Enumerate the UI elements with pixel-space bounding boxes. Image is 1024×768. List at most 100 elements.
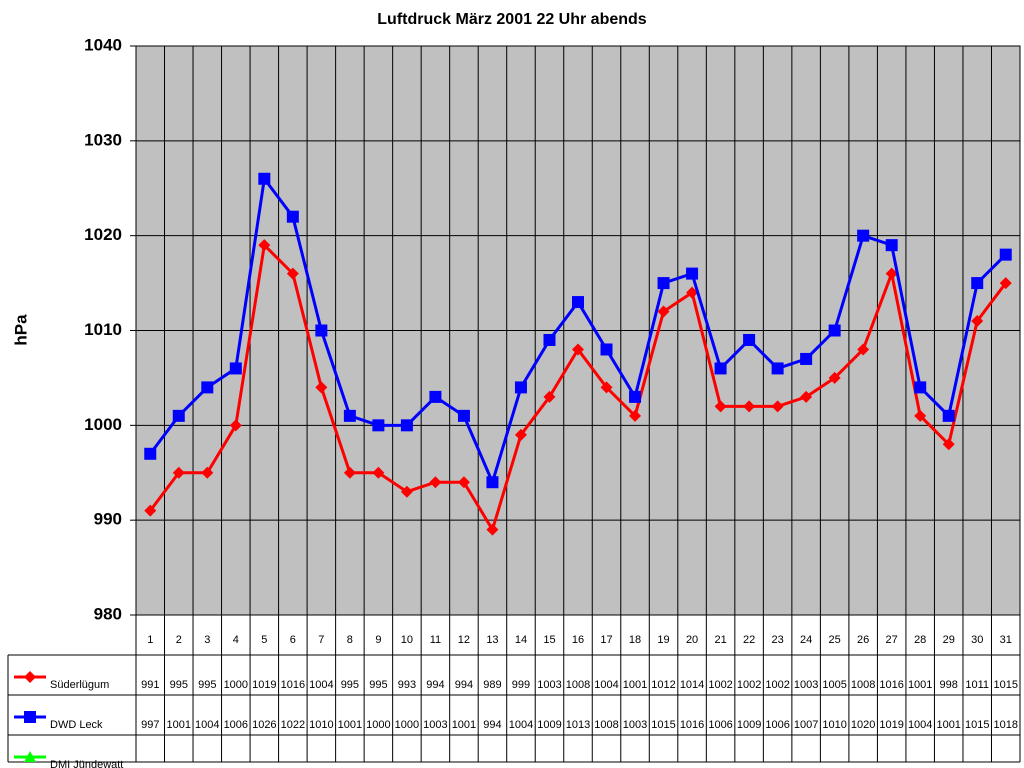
table-value: 1026 <box>252 719 276 731</box>
table-value: 1013 <box>566 719 590 731</box>
data-point <box>457 409 470 422</box>
legend-label: DMI Jündewatt <box>50 759 123 768</box>
table-value: 1008 <box>594 719 618 731</box>
legend-marker <box>24 711 36 723</box>
table-value: 993 <box>398 679 416 691</box>
table-value: 1002 <box>737 679 761 691</box>
table-value: 1003 <box>623 719 647 731</box>
y-tick-label: 1010 <box>84 320 122 339</box>
x-tick-label: 26 <box>857 634 869 646</box>
table-value: 995 <box>198 679 216 691</box>
data-point <box>999 277 1012 290</box>
table-value: 1001 <box>167 719 191 731</box>
x-tick-label: 31 <box>1000 634 1012 646</box>
data-point <box>885 267 898 280</box>
table-value: 1003 <box>423 719 447 731</box>
data-point <box>600 343 613 356</box>
y-tick-label: 1040 <box>84 35 122 54</box>
data-point <box>429 476 442 489</box>
legend-label: Süderlügum <box>50 679 109 691</box>
table-value: 1010 <box>309 719 333 731</box>
table-value: 994 <box>483 719 501 731</box>
data-point <box>971 315 984 328</box>
table-value: 1016 <box>281 679 305 691</box>
table-value: 1001 <box>936 719 960 731</box>
data-point <box>914 381 927 394</box>
y-tick-label: 1000 <box>84 415 122 434</box>
table-value: 1002 <box>765 679 789 691</box>
x-tick-label: 1 <box>147 634 153 646</box>
data-point <box>857 343 870 356</box>
data-point <box>857 229 870 242</box>
table-value: 1010 <box>822 719 846 731</box>
x-tick-label: 30 <box>971 634 983 646</box>
table-value: 1004 <box>509 719 533 731</box>
data-point <box>486 523 499 536</box>
table-value: 1000 <box>224 679 248 691</box>
x-tick-label: 14 <box>515 634 527 646</box>
table-value: 1014 <box>680 679 704 691</box>
table-value: 994 <box>455 679 473 691</box>
data-point <box>229 362 242 375</box>
x-tick-label: 22 <box>743 634 755 646</box>
data-point <box>572 296 584 309</box>
y-tick-label: 1030 <box>84 130 122 149</box>
table-value: 1004 <box>594 679 618 691</box>
x-tick-label: 21 <box>714 634 726 646</box>
table-value: 1006 <box>224 719 248 731</box>
data-point <box>885 239 898 252</box>
data-point <box>372 419 385 432</box>
table-value: 1000 <box>366 719 390 731</box>
x-tick-label: 27 <box>886 634 898 646</box>
x-tick-label: 25 <box>829 634 841 646</box>
table-value: 1020 <box>851 719 875 731</box>
data-point <box>172 466 185 479</box>
table-value: 1022 <box>281 719 305 731</box>
x-tick-label: 10 <box>401 634 413 646</box>
table-value: 1016 <box>680 719 704 731</box>
x-tick-label: 12 <box>458 634 470 646</box>
data-point <box>258 239 271 252</box>
data-point <box>400 419 413 432</box>
data-point <box>372 466 385 479</box>
data-point <box>942 438 955 451</box>
table-value: 1006 <box>765 719 789 731</box>
x-tick-label: 24 <box>800 634 812 646</box>
data-point <box>828 324 841 337</box>
data-point <box>999 248 1012 261</box>
data-point <box>657 305 670 318</box>
data-point <box>343 466 356 479</box>
data-point <box>714 400 727 413</box>
table-value: 998 <box>940 679 958 691</box>
data-point <box>429 390 442 403</box>
data-point <box>600 381 613 394</box>
table-value: 1009 <box>737 719 761 731</box>
data-point <box>743 333 756 346</box>
data-point <box>771 400 784 413</box>
data-point <box>572 343 584 356</box>
y-tick-label: 980 <box>94 604 122 623</box>
table-value: 1005 <box>822 679 846 691</box>
table-value: 1016 <box>879 679 903 691</box>
y-tick-label: 990 <box>94 510 122 529</box>
legend-marker <box>24 751 36 762</box>
data-point <box>315 381 328 394</box>
x-tick-label: 13 <box>486 634 498 646</box>
table-value: 1008 <box>566 679 590 691</box>
data-point <box>172 409 185 422</box>
data-point <box>686 286 699 299</box>
x-tick-label: 4 <box>233 634 239 646</box>
table-value: 999 <box>512 679 530 691</box>
table-value: 989 <box>483 679 501 691</box>
x-tick-label: 15 <box>543 634 555 646</box>
table-value: 1003 <box>537 679 561 691</box>
table-value: 1009 <box>537 719 561 731</box>
data-point <box>457 476 470 489</box>
x-tick-label: 20 <box>686 634 698 646</box>
table-value: 1002 <box>708 679 732 691</box>
table-value: 1000 <box>395 719 419 731</box>
table-value: 1001 <box>338 719 362 731</box>
table-value: 994 <box>426 679 444 691</box>
